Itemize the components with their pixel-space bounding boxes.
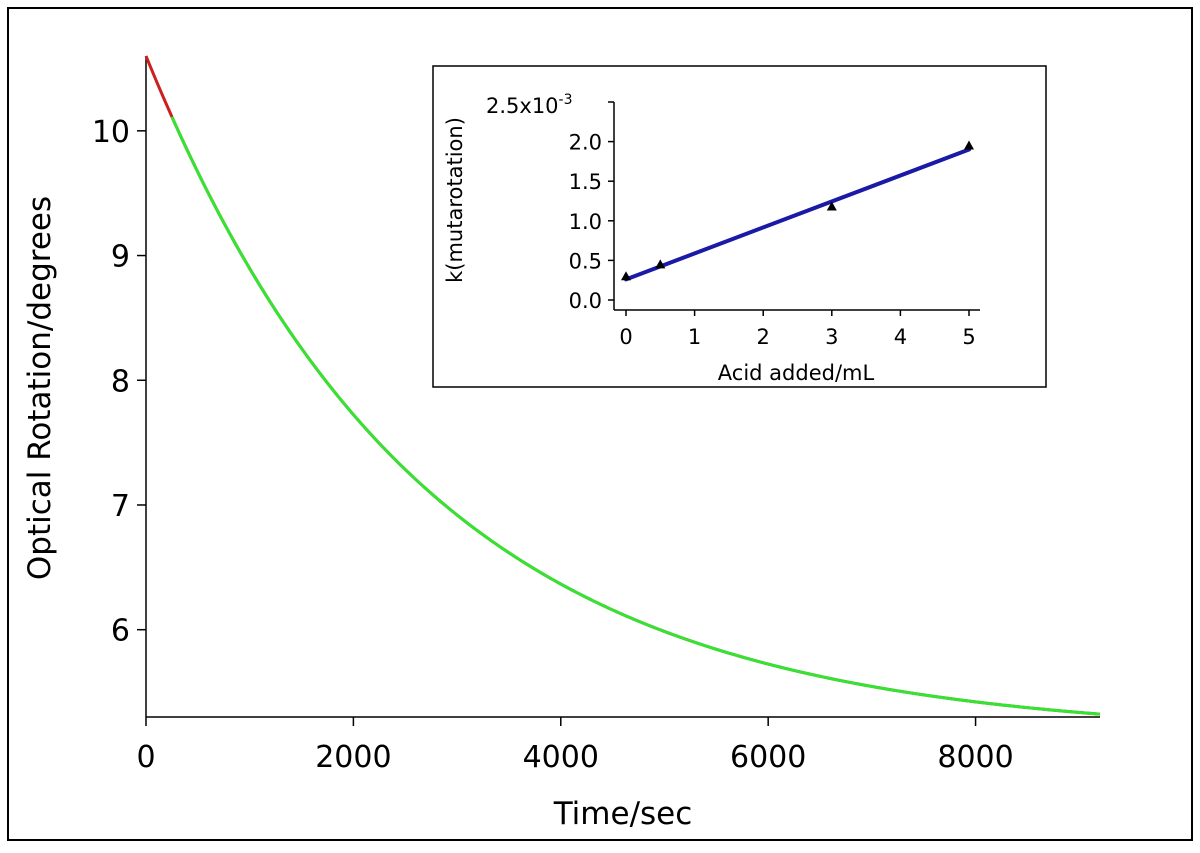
inset-y-scale-multiplier: 2.5x10-3 bbox=[486, 92, 573, 118]
main-x-tick-label: 4000 bbox=[523, 740, 599, 775]
inset-x-tick-label: 2 bbox=[757, 325, 770, 349]
inset-x-tick-label: 1 bbox=[688, 325, 701, 349]
main-series bbox=[144, 55, 1101, 716]
inset-chart: 0 1 2 3 4 5 0.0 0.5 1.0 1.5 2.0 Acid added/mL k(m… bbox=[432, 65, 1047, 388]
inset-y-tick-label: 1.5 bbox=[569, 170, 602, 194]
inset-x-tick-label: 0 bbox=[619, 325, 632, 349]
inset-data-point bbox=[621, 271, 631, 281]
inset-data-point bbox=[964, 140, 974, 150]
inset-data-point bbox=[655, 259, 666, 269]
series-line-fit bbox=[170, 116, 1101, 716]
main-y-tick-label: 7 bbox=[111, 489, 130, 524]
main-y-tick-label: 10 bbox=[92, 115, 130, 150]
main-y-tick-label: 8 bbox=[111, 364, 130, 399]
inset-frame bbox=[432, 65, 1047, 388]
inset-x-axis-label: Acid added/mL bbox=[718, 361, 875, 385]
inset-y-axis-label: k(mutarotation) bbox=[443, 117, 467, 283]
inset-x-ticks: 0 1 2 3 4 5 bbox=[619, 310, 976, 349]
inset-y-tick-label: 0.0 bbox=[569, 289, 602, 313]
inset-fit-line bbox=[624, 147, 971, 282]
inset-y-scale-base: 2.5x10 bbox=[486, 94, 559, 118]
main-axes bbox=[145, 56, 1100, 718]
inset-series bbox=[621, 140, 974, 282]
inset-y-tick-label: 2.0 bbox=[569, 131, 602, 155]
main-x-tick-label: 8000 bbox=[937, 740, 1013, 775]
main-x-ticks: 0 2000 4000 6000 8000 bbox=[136, 717, 1014, 775]
main-y-axis-label: Optical Rotation/degrees bbox=[22, 196, 58, 580]
inset-y-tick-label: 0.5 bbox=[569, 249, 602, 273]
main-x-axis-label: Time/sec bbox=[553, 796, 693, 832]
inset-y-ticks: 0.0 0.5 1.0 1.5 2.0 bbox=[569, 101, 614, 313]
main-x-tick-label: 0 bbox=[136, 740, 155, 775]
inset-x-tick-label: 3 bbox=[825, 325, 838, 349]
inset-x-tick-label: 5 bbox=[962, 325, 975, 349]
main-x-tick-label: 2000 bbox=[315, 740, 391, 775]
inset-x-tick-label: 4 bbox=[894, 325, 907, 349]
inset-y-tick-label: 1.0 bbox=[569, 210, 602, 234]
main-y-tick-label: 9 bbox=[111, 240, 130, 275]
inset-y-scale-exponent: -3 bbox=[559, 92, 573, 108]
main-x-tick-label: 6000 bbox=[730, 740, 806, 775]
main-y-ticks: 6 7 8 9 10 bbox=[92, 115, 146, 649]
main-y-tick-label: 6 bbox=[111, 614, 130, 649]
inset-axes bbox=[613, 102, 980, 311]
inset-data-point bbox=[826, 201, 837, 211]
